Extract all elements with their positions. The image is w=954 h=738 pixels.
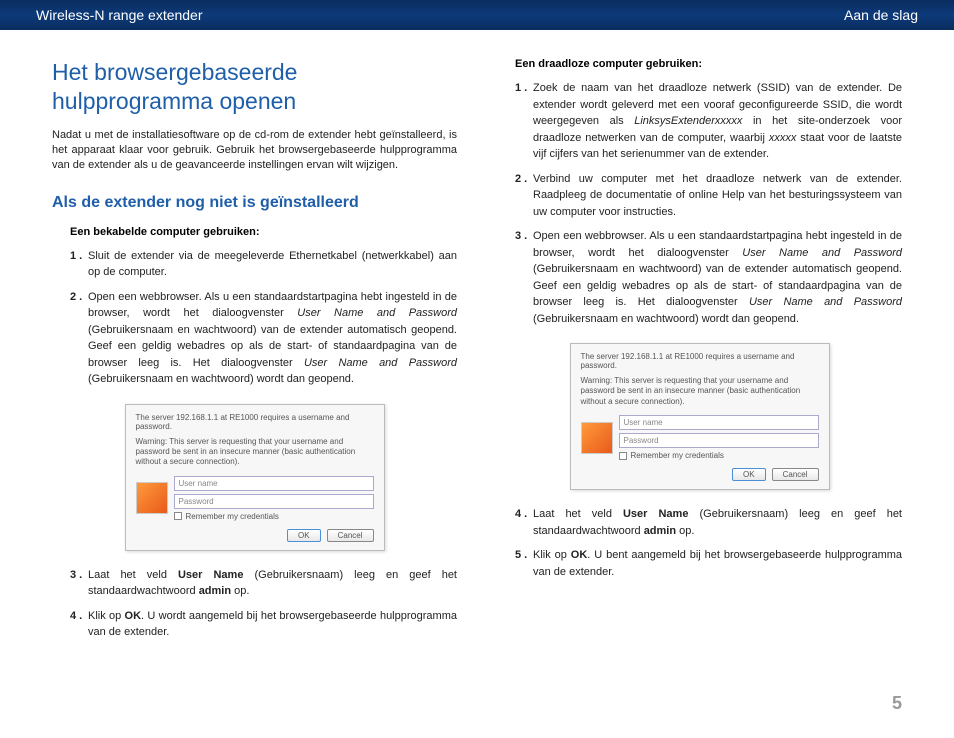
list-item: 4 .Klik op OK. U wordt aangemeld bij het… bbox=[70, 608, 457, 641]
username-input[interactable]: User name bbox=[174, 476, 374, 491]
wired-steps-list-cont: 3 .Laat het veld User Name (Gebruikersna… bbox=[70, 567, 457, 641]
ok-button[interactable]: OK bbox=[287, 529, 321, 542]
dialog-server-text: The server 192.168.1.1 at RE1000 require… bbox=[136, 413, 374, 431]
list-item: 5 .Klik op OK. U bent aangemeld bij het … bbox=[515, 547, 902, 580]
step-text: Sluit de extender via de meegeleverde Et… bbox=[88, 250, 457, 279]
section-heading: Als de extender nog niet is geïnstalleer… bbox=[52, 194, 457, 212]
header-left: Wireless-N range extender bbox=[36, 7, 203, 23]
step-text: Verbind uw computer met het draadloze ne… bbox=[533, 173, 902, 218]
ok-button[interactable]: OK bbox=[732, 468, 766, 481]
checkbox-icon bbox=[174, 512, 182, 520]
main-heading: Het browsergebaseerde hulpprogramma open… bbox=[52, 58, 457, 116]
remember-checkbox[interactable]: Remember my credentials bbox=[619, 451, 819, 460]
list-item: 1 .Sluit de extender via de meegeleverde… bbox=[70, 248, 457, 281]
list-item: 3 .Open een webbrowser. Als u een standa… bbox=[515, 228, 902, 327]
page-content: Het browsergebaseerde hulpprogramma open… bbox=[0, 30, 954, 649]
header-bar: Wireless-N range extender Aan de slag bbox=[0, 0, 954, 30]
step-text: Klik op OK. U bent aangemeld bij het bro… bbox=[533, 549, 902, 578]
list-item: 2 .Open een webbrowser. Als u een standa… bbox=[70, 289, 457, 388]
page-number: 5 bbox=[892, 693, 902, 714]
avatar-icon bbox=[136, 482, 168, 514]
remember-label: Remember my credentials bbox=[631, 451, 724, 460]
auth-dialog: The server 192.168.1.1 at RE1000 require… bbox=[570, 343, 830, 490]
step-text: Open een webbrowser. Als u een standaard… bbox=[88, 291, 457, 386]
left-column: Het browsergebaseerde hulpprogramma open… bbox=[52, 58, 457, 649]
wireless-subheading: Een draadloze computer gebruiken: bbox=[515, 58, 902, 70]
header-right: Aan de slag bbox=[844, 7, 918, 23]
intro-paragraph: Nadat u met de installatiesoftware op de… bbox=[52, 128, 457, 174]
auth-dialog-figure: The server 192.168.1.1 at RE1000 require… bbox=[497, 343, 902, 490]
remember-checkbox[interactable]: Remember my credentials bbox=[174, 512, 374, 521]
step-text: Zoek de naam van het draadloze netwerk (… bbox=[533, 82, 902, 160]
step-text: Laat het veld User Name (Gebruikersnaam)… bbox=[88, 569, 457, 598]
dialog-warning-text: Warning: This server is requesting that … bbox=[581, 376, 819, 407]
wired-subheading: Een bekabelde computer gebruiken: bbox=[70, 226, 457, 238]
checkbox-icon bbox=[619, 452, 627, 460]
auth-dialog-figure: The server 192.168.1.1 at RE1000 require… bbox=[52, 404, 457, 551]
password-input[interactable]: Password bbox=[174, 494, 374, 509]
list-item: 4 .Laat het veld User Name (Gebruikersna… bbox=[515, 506, 902, 539]
cancel-button[interactable]: Cancel bbox=[772, 468, 819, 481]
step-text: Klik op OK. U wordt aangemeld bij het br… bbox=[88, 610, 457, 639]
right-column: Een draadloze computer gebruiken: 1 .Zoe… bbox=[497, 58, 902, 649]
list-item: 2 .Verbind uw computer met het draadloze… bbox=[515, 171, 902, 221]
wireless-steps-list: 1 .Zoek de naam van het draadloze netwer… bbox=[515, 80, 902, 327]
list-item: 3 .Laat het veld User Name (Gebruikersna… bbox=[70, 567, 457, 600]
step-text: Laat het veld User Name (Gebruikersnaam)… bbox=[533, 508, 902, 537]
dialog-warning-text: Warning: This server is requesting that … bbox=[136, 437, 374, 468]
auth-dialog: The server 192.168.1.1 at RE1000 require… bbox=[125, 404, 385, 551]
avatar-icon bbox=[581, 422, 613, 454]
wireless-steps-list-cont: 4 .Laat het veld User Name (Gebruikersna… bbox=[515, 506, 902, 580]
dialog-server-text: The server 192.168.1.1 at RE1000 require… bbox=[581, 352, 819, 370]
wired-steps-list: 1 .Sluit de extender via de meegeleverde… bbox=[70, 248, 457, 388]
list-item: 1 .Zoek de naam van het draadloze netwer… bbox=[515, 80, 902, 163]
step-text: Open een webbrowser. Als u een standaard… bbox=[533, 230, 902, 325]
password-input[interactable]: Password bbox=[619, 433, 819, 448]
cancel-button[interactable]: Cancel bbox=[327, 529, 374, 542]
remember-label: Remember my credentials bbox=[186, 512, 279, 521]
username-input[interactable]: User name bbox=[619, 415, 819, 430]
